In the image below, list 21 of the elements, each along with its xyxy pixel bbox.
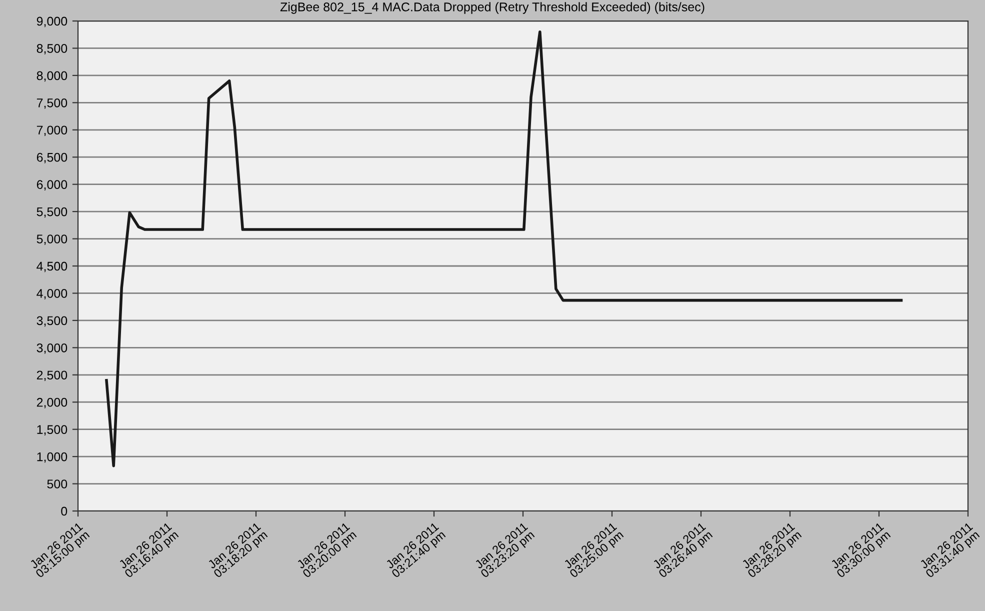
y-tick-label: 8,000 [36,71,68,82]
y-tick-label: 6,000 [36,180,68,190]
y-tick-label: 5,500 [36,207,68,218]
chart-title: ZigBee 802_15_4 MAC.Data Dropped (Retry Threshold Exceeded) (bits/sec) [280,2,704,14]
y-tick-label: 3,500 [36,316,68,327]
y-tick-label: 7,500 [36,98,68,109]
y-tick-label: 5,000 [36,234,68,245]
y-tick-label: 1,000 [37,452,68,463]
y-tick-label: 3,000 [36,343,68,354]
y-tick-label: 7,000 [36,126,68,136]
y-tick-label: 8,500 [36,44,68,54]
y-tick-label: 9,000 [36,16,68,28]
y-tick-label: 1,500 [37,425,68,436]
y-tick-label: 4,000 [36,289,68,300]
y-tick-label: 6,500 [36,152,68,164]
y-tick-label: 2,000 [36,398,68,408]
y-tick-label: 2,500 [36,370,68,382]
y-tick-label: 4,500 [36,262,68,272]
y-tick-label: 0 [61,506,68,516]
y-tick-label: 500 [47,480,68,488]
line-series [105,30,903,468]
